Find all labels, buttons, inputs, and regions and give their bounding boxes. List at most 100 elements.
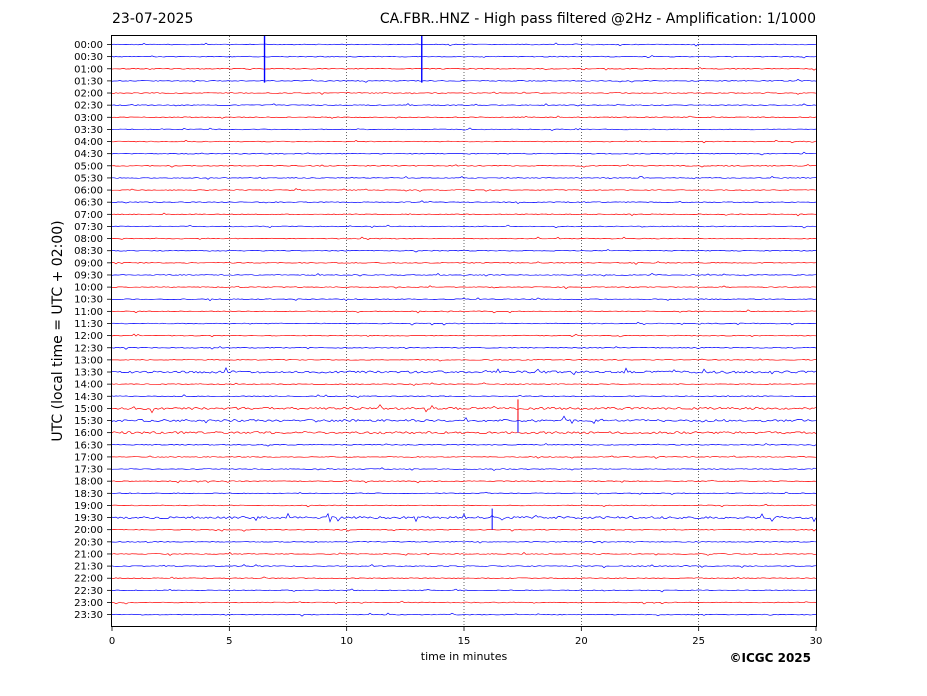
trace-0330: [111, 127, 817, 131]
row-label-2130: 21:30: [74, 562, 103, 573]
trace-0230: [111, 103, 817, 107]
row-label-0500: 05:00: [74, 161, 103, 172]
x-tick-label-10: 10: [340, 636, 353, 647]
row-label-1430: 14:30: [74, 392, 103, 403]
trace-0700: [111, 212, 817, 217]
row-label-1630: 16:30: [74, 440, 103, 451]
y-axis-label: UTC (local time = UTC + 02:00): [50, 220, 66, 442]
row-label-1130: 11:30: [74, 319, 103, 330]
seismic-traces: [111, 36, 817, 617]
row-label-1000: 10:00: [74, 283, 103, 294]
row-label-0330: 03:30: [74, 125, 103, 136]
row-label-0200: 02:00: [74, 89, 103, 100]
trace-1830: [111, 491, 817, 495]
row-label-0430: 04:30: [74, 149, 103, 160]
row-label-2230: 22:30: [74, 586, 103, 597]
row-label-0600: 06:00: [74, 186, 103, 197]
x-axis-label: time in minutes: [420, 650, 508, 663]
trace-2100: [111, 552, 817, 556]
trace-1030: [111, 297, 817, 302]
trace-0500: [111, 164, 816, 168]
row-label-0830: 08:30: [74, 246, 103, 257]
row-label-0900: 09:00: [74, 258, 103, 269]
trace-1200: [111, 333, 817, 338]
row-label-1730: 17:30: [74, 465, 103, 476]
trace-1500: [111, 404, 817, 414]
trace-0030: [111, 55, 817, 59]
trace-0900: [111, 261, 817, 265]
trace-2230: [111, 588, 816, 593]
trace-1330: [111, 367, 817, 376]
plot-frame: [111, 35, 817, 627]
trace-1800: [111, 479, 817, 484]
row-label-0700: 07:00: [74, 210, 103, 221]
trace-1900: [111, 503, 817, 508]
row-label-2330: 23:30: [74, 610, 103, 621]
row-label-1500: 15:00: [74, 404, 103, 415]
trace-0430: [111, 151, 816, 156]
x-tick-label-15: 15: [458, 636, 471, 647]
row-label-1830: 18:30: [74, 489, 103, 500]
row-label-2300: 23:00: [74, 598, 103, 609]
x-axis-ticks: 0 5 10 15 20 25 30: [109, 627, 823, 647]
trace-1100: [111, 309, 817, 314]
chart-title: CA.FBR..HNZ - High pass filtered @2Hz - …: [379, 11, 816, 27]
trace-1400: [111, 382, 817, 386]
trace-0800: [111, 236, 817, 240]
row-label-0630: 06:30: [74, 198, 103, 209]
row-label-0730: 07:30: [74, 222, 103, 233]
trace-1930: [111, 512, 817, 523]
trace-0600: [111, 188, 817, 192]
row-label-1030: 10:30: [74, 295, 103, 306]
row-label-1300: 13:00: [74, 355, 103, 366]
trace-1300: [112, 358, 817, 362]
row-label-1530: 15:30: [74, 416, 103, 427]
row-label-1330: 13:30: [74, 368, 103, 379]
row-label-1900: 19:00: [74, 501, 103, 512]
trace-0830: [111, 249, 816, 253]
x-tick-label-0: 0: [109, 636, 115, 647]
trace-1000: [111, 285, 817, 290]
row-label-2030: 20:30: [74, 537, 103, 548]
trace-2000: [111, 528, 817, 532]
row-label-0030: 00:30: [74, 52, 103, 63]
row-label-1700: 17:00: [74, 452, 103, 463]
trace-0730: [111, 224, 817, 229]
trace-1730: [111, 467, 817, 471]
row-label-1230: 12:30: [74, 343, 103, 354]
row-label-2000: 20:00: [74, 525, 103, 536]
trace-1600: [111, 431, 817, 435]
row-label-0000: 00:00: [74, 40, 103, 51]
row-label-1200: 12:00: [74, 331, 103, 342]
trace-1700: [111, 455, 817, 459]
row-label-0530: 05:30: [74, 173, 103, 184]
trace-0130: [111, 78, 817, 83]
x-tick-label-30: 30: [810, 636, 823, 647]
trace-2030: [111, 540, 817, 544]
row-label-0230: 02:30: [74, 101, 103, 112]
row-label-2200: 22:00: [74, 574, 103, 585]
x-tick-label-5: 5: [226, 636, 232, 647]
trace-2200: [111, 576, 817, 579]
trace-2300: [111, 600, 817, 605]
trace-0400: [111, 139, 817, 144]
copyright-notice: ©ICGC 2025: [729, 651, 811, 665]
trace-0630: [111, 200, 817, 205]
row-label-1800: 18:00: [74, 477, 103, 488]
trace-1630: [111, 443, 817, 447]
trace-2130: [111, 564, 817, 569]
x-tick-label-20: 20: [575, 636, 588, 647]
row-label-0100: 01:00: [74, 64, 103, 75]
x-tick-label-25: 25: [692, 636, 705, 647]
trace-1230: [111, 346, 817, 350]
trace-2330: [111, 612, 816, 617]
trace-0000: [111, 42, 817, 47]
trace-0200: [111, 91, 817, 95]
trace-1530: [111, 415, 817, 424]
row-label-0400: 04:00: [74, 137, 103, 148]
row-label-0800: 08:00: [74, 234, 103, 245]
row-label-0930: 09:30: [74, 270, 103, 281]
record-date: 23-07-2025: [112, 11, 194, 27]
